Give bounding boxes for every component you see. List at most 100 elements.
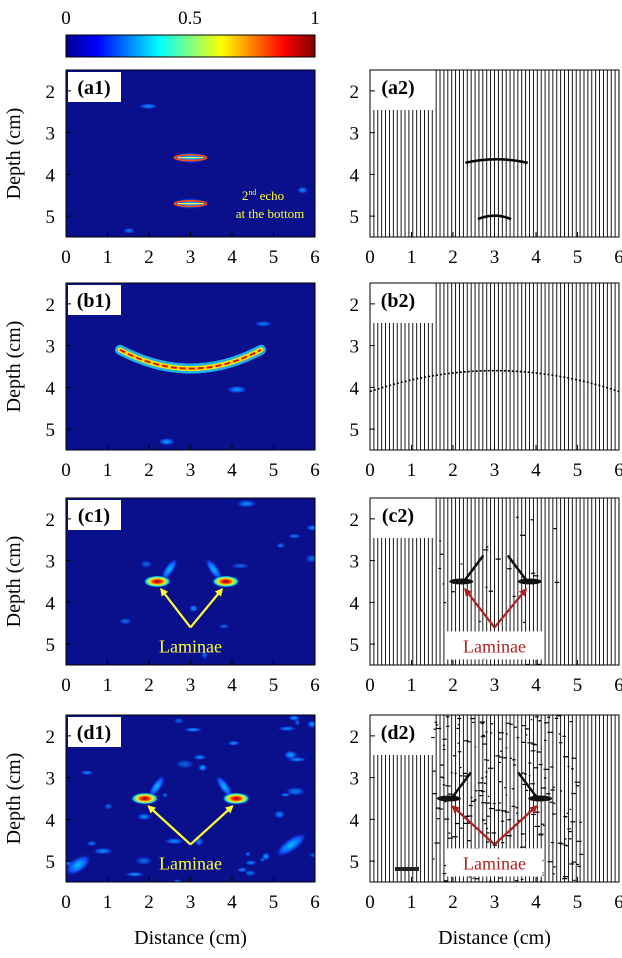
speckle-mark [103,802,114,810]
speckle-mark [515,812,519,814]
speckle-mark [492,802,496,805]
speckle-mark [442,748,446,751]
speckle-mark [481,734,485,737]
speckle-mark [533,575,539,577]
x-tick-label: 2 [448,460,458,481]
speckle-mark [474,790,478,792]
x-tick-label: 0 [61,675,71,696]
speckle-mark [173,879,182,882]
speckle-mark [451,591,455,593]
speckle-mark [432,793,437,795]
x-tick-label: 2 [448,675,458,696]
speckle-mark [468,876,472,878]
speckle-mark [499,877,502,879]
speckle-mark [500,810,507,812]
speckle-mark [513,764,516,766]
speckle-mark [456,727,460,730]
lamina-streak [464,554,485,581]
panel-label: (d1) [77,722,111,744]
speckle-mark [446,725,450,727]
y-tick-label: 3 [350,337,360,358]
x-tick-label: 3 [490,247,500,268]
x-tick-label: 2 [448,247,458,268]
speckle-mark [134,856,154,866]
speckle-mark [495,809,500,811]
annotation-text: Laminae [159,853,222,873]
x-tick-label: 4 [227,460,237,481]
speckle-mark [435,724,439,726]
speckle-mark [118,617,133,625]
speckle-mark [544,722,549,724]
speckle-mark [550,789,555,791]
y-tick-label: 4 [350,593,360,614]
y-tick-label: 3 [350,124,360,145]
speckle-mark [433,728,437,730]
speckle-mark [457,717,462,720]
speckle-mark [481,777,484,779]
speckle-mark [450,772,453,774]
speckle-mark [498,732,504,734]
speckle-mark [543,824,545,827]
speckle-mark [445,785,448,787]
speckle-mark [495,755,501,757]
speckle-mark [467,741,471,743]
speckle-mark [567,828,571,830]
y-axis-label: Depth (cm) [3,753,25,845]
y-tick-label: 3 [46,552,56,573]
speckle-mark [479,620,481,623]
x-tick-label: 2 [144,892,154,913]
speckle-mark [470,796,473,799]
speckle-mark [438,567,442,570]
speckle-mark [442,784,446,786]
speckle-mark [524,789,529,792]
speckle-mark [498,802,501,804]
speckle-mark [235,499,258,508]
speckle-mark [462,772,468,774]
speckle-mark [557,842,563,844]
speckle-mark [520,878,524,881]
speckle-mark [504,811,510,813]
speckle-mark [445,716,450,718]
speckle-mark [444,864,446,867]
speckle-mark [440,776,444,778]
speckle-mark [510,757,513,759]
speckle-mark [435,807,441,809]
speckle-mark [537,663,541,665]
speckle-mark [470,717,475,720]
speckle-mark [563,815,567,818]
x-tick-label: 3 [186,892,196,913]
speckle-mark [552,786,555,788]
speckle-mark [474,878,480,880]
speckle-mark [550,766,554,768]
speckle-mark [531,813,536,816]
speckle-mark [515,807,519,809]
x-tick-label: 0 [365,247,375,268]
speckle-mark [519,534,526,536]
speckle-mark [530,519,534,521]
panel-d2: (d2) 0 1 2 3 4 5 6 2 3 4 5 Distance (cm) Laminae [350,714,622,949]
speckle-mark [443,744,446,746]
speckle-mark [568,838,572,840]
speckle-mark [522,783,528,786]
echo-mark [173,200,208,208]
speckle-mark [444,818,450,820]
speckle-mark [540,880,543,882]
speckle-mark [509,723,513,725]
speckle-mark [566,812,569,814]
y-tick-label: 4 [46,593,56,614]
x-axis-label: Distance (cm) [438,927,551,949]
speckle-mark [520,833,525,835]
y-tick-label: 2 [46,727,56,748]
speckle-mark [139,559,153,569]
annotation-text-part: 2 [242,188,249,203]
speckle-mark [575,785,580,787]
lamina-mark [449,578,474,585]
lamina-streak [147,774,166,799]
panel-label: (c1) [78,505,110,527]
speckle-mark [491,723,494,725]
speckle-mark [79,770,95,776]
speckle-mark [545,793,551,795]
speckle-mark [495,558,501,560]
